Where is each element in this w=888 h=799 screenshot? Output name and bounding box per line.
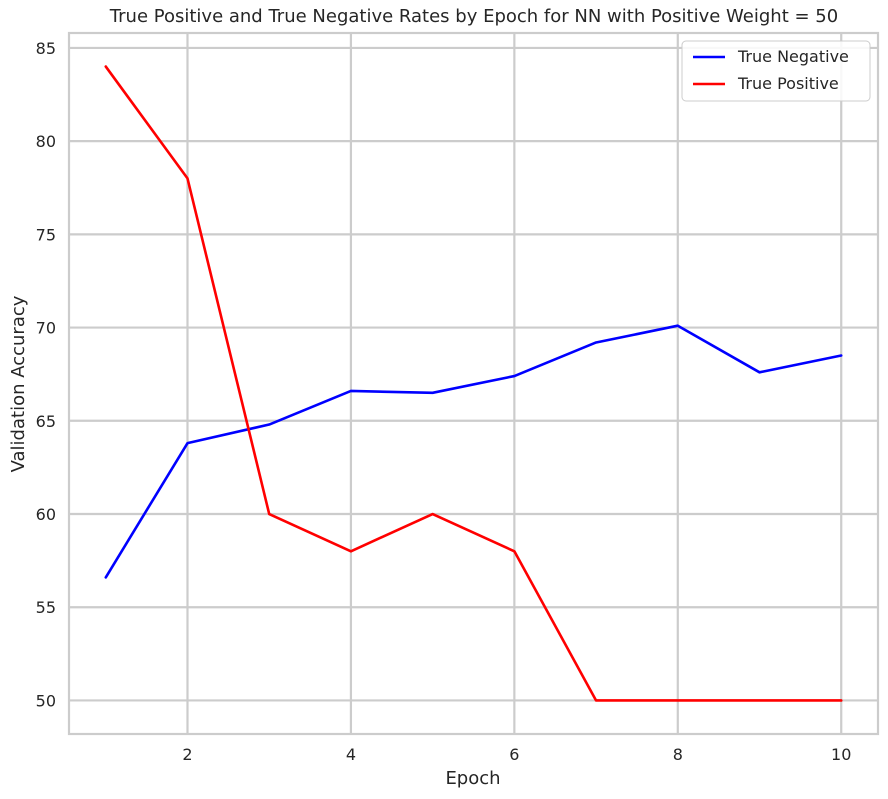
series-line-true-positive: [104, 65, 843, 702]
x-axis-label: Epoch: [445, 768, 500, 789]
x-tick-label: 8: [673, 745, 683, 764]
y-tick-label: 55: [36, 598, 56, 617]
x-tick-label: 6: [509, 745, 519, 764]
y-tick-label: 80: [36, 132, 56, 151]
y-tick-label: 75: [36, 225, 56, 244]
y-axis-label: Validation Accuracy: [8, 295, 29, 472]
x-axis-ticks: 2 4 6 8 10: [182, 745, 851, 764]
x-tick-label: 2: [182, 745, 192, 764]
chart-title: True Positive and True Negative Rates by…: [109, 6, 838, 27]
y-tick-label: 70: [36, 319, 56, 338]
series-group: [104, 65, 843, 702]
legend-box: [681, 40, 871, 102]
series-line-true-negative: [104, 324, 843, 579]
x-tick-label: 4: [346, 745, 356, 764]
plot-frame: [67, 31, 880, 736]
y-axis-ticks: 50 55 60 65 70 75 80 85: [36, 39, 56, 711]
y-tick-label: 85: [36, 39, 56, 58]
x-tick-label: 10: [831, 745, 851, 764]
y-tick-label: 50: [36, 691, 56, 710]
legend: True Negative True Positive: [681, 40, 871, 102]
legend-label-true-negative: True Negative: [737, 47, 849, 66]
y-tick-label: 60: [36, 505, 56, 524]
legend-label-true-positive: True Positive: [737, 74, 839, 93]
y-tick-label: 65: [36, 412, 56, 431]
